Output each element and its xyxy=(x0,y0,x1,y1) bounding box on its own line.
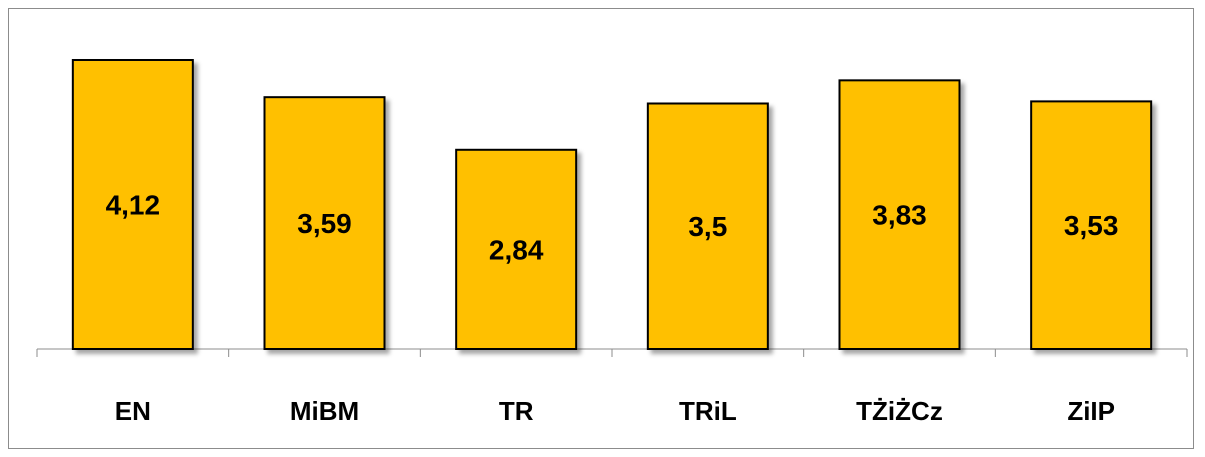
category-label: TŻiŻCz xyxy=(856,396,943,426)
labels: 4,12 EN 3,59 MiBM 2,84 TR 3,5 TRiL 3,83 TŻiŻCz 3,5… xyxy=(106,190,1119,427)
data-label: 3,83 xyxy=(872,200,927,231)
category-label: MiBM xyxy=(290,396,359,426)
bar-en xyxy=(71,59,194,350)
category-label: EN xyxy=(115,396,151,426)
bars xyxy=(71,59,1153,351)
data-label: 3,59 xyxy=(297,208,352,239)
data-label: 3,5 xyxy=(688,211,727,242)
data-label: 3,53 xyxy=(1064,210,1119,241)
data-label: 4,12 xyxy=(106,190,161,221)
bar-mibm xyxy=(263,96,386,350)
data-label: 2,84 xyxy=(489,234,544,265)
bar-tril xyxy=(646,102,769,350)
category-label: TR xyxy=(499,396,534,426)
x-axis xyxy=(36,348,1188,357)
chart-frame xyxy=(8,8,1194,449)
category-label: TRiL xyxy=(679,396,737,426)
bar-ziip xyxy=(1030,100,1153,350)
category-label: ZiIP xyxy=(1067,396,1115,426)
bar-tr xyxy=(455,148,578,350)
bar-tżiżcz xyxy=(838,79,961,351)
